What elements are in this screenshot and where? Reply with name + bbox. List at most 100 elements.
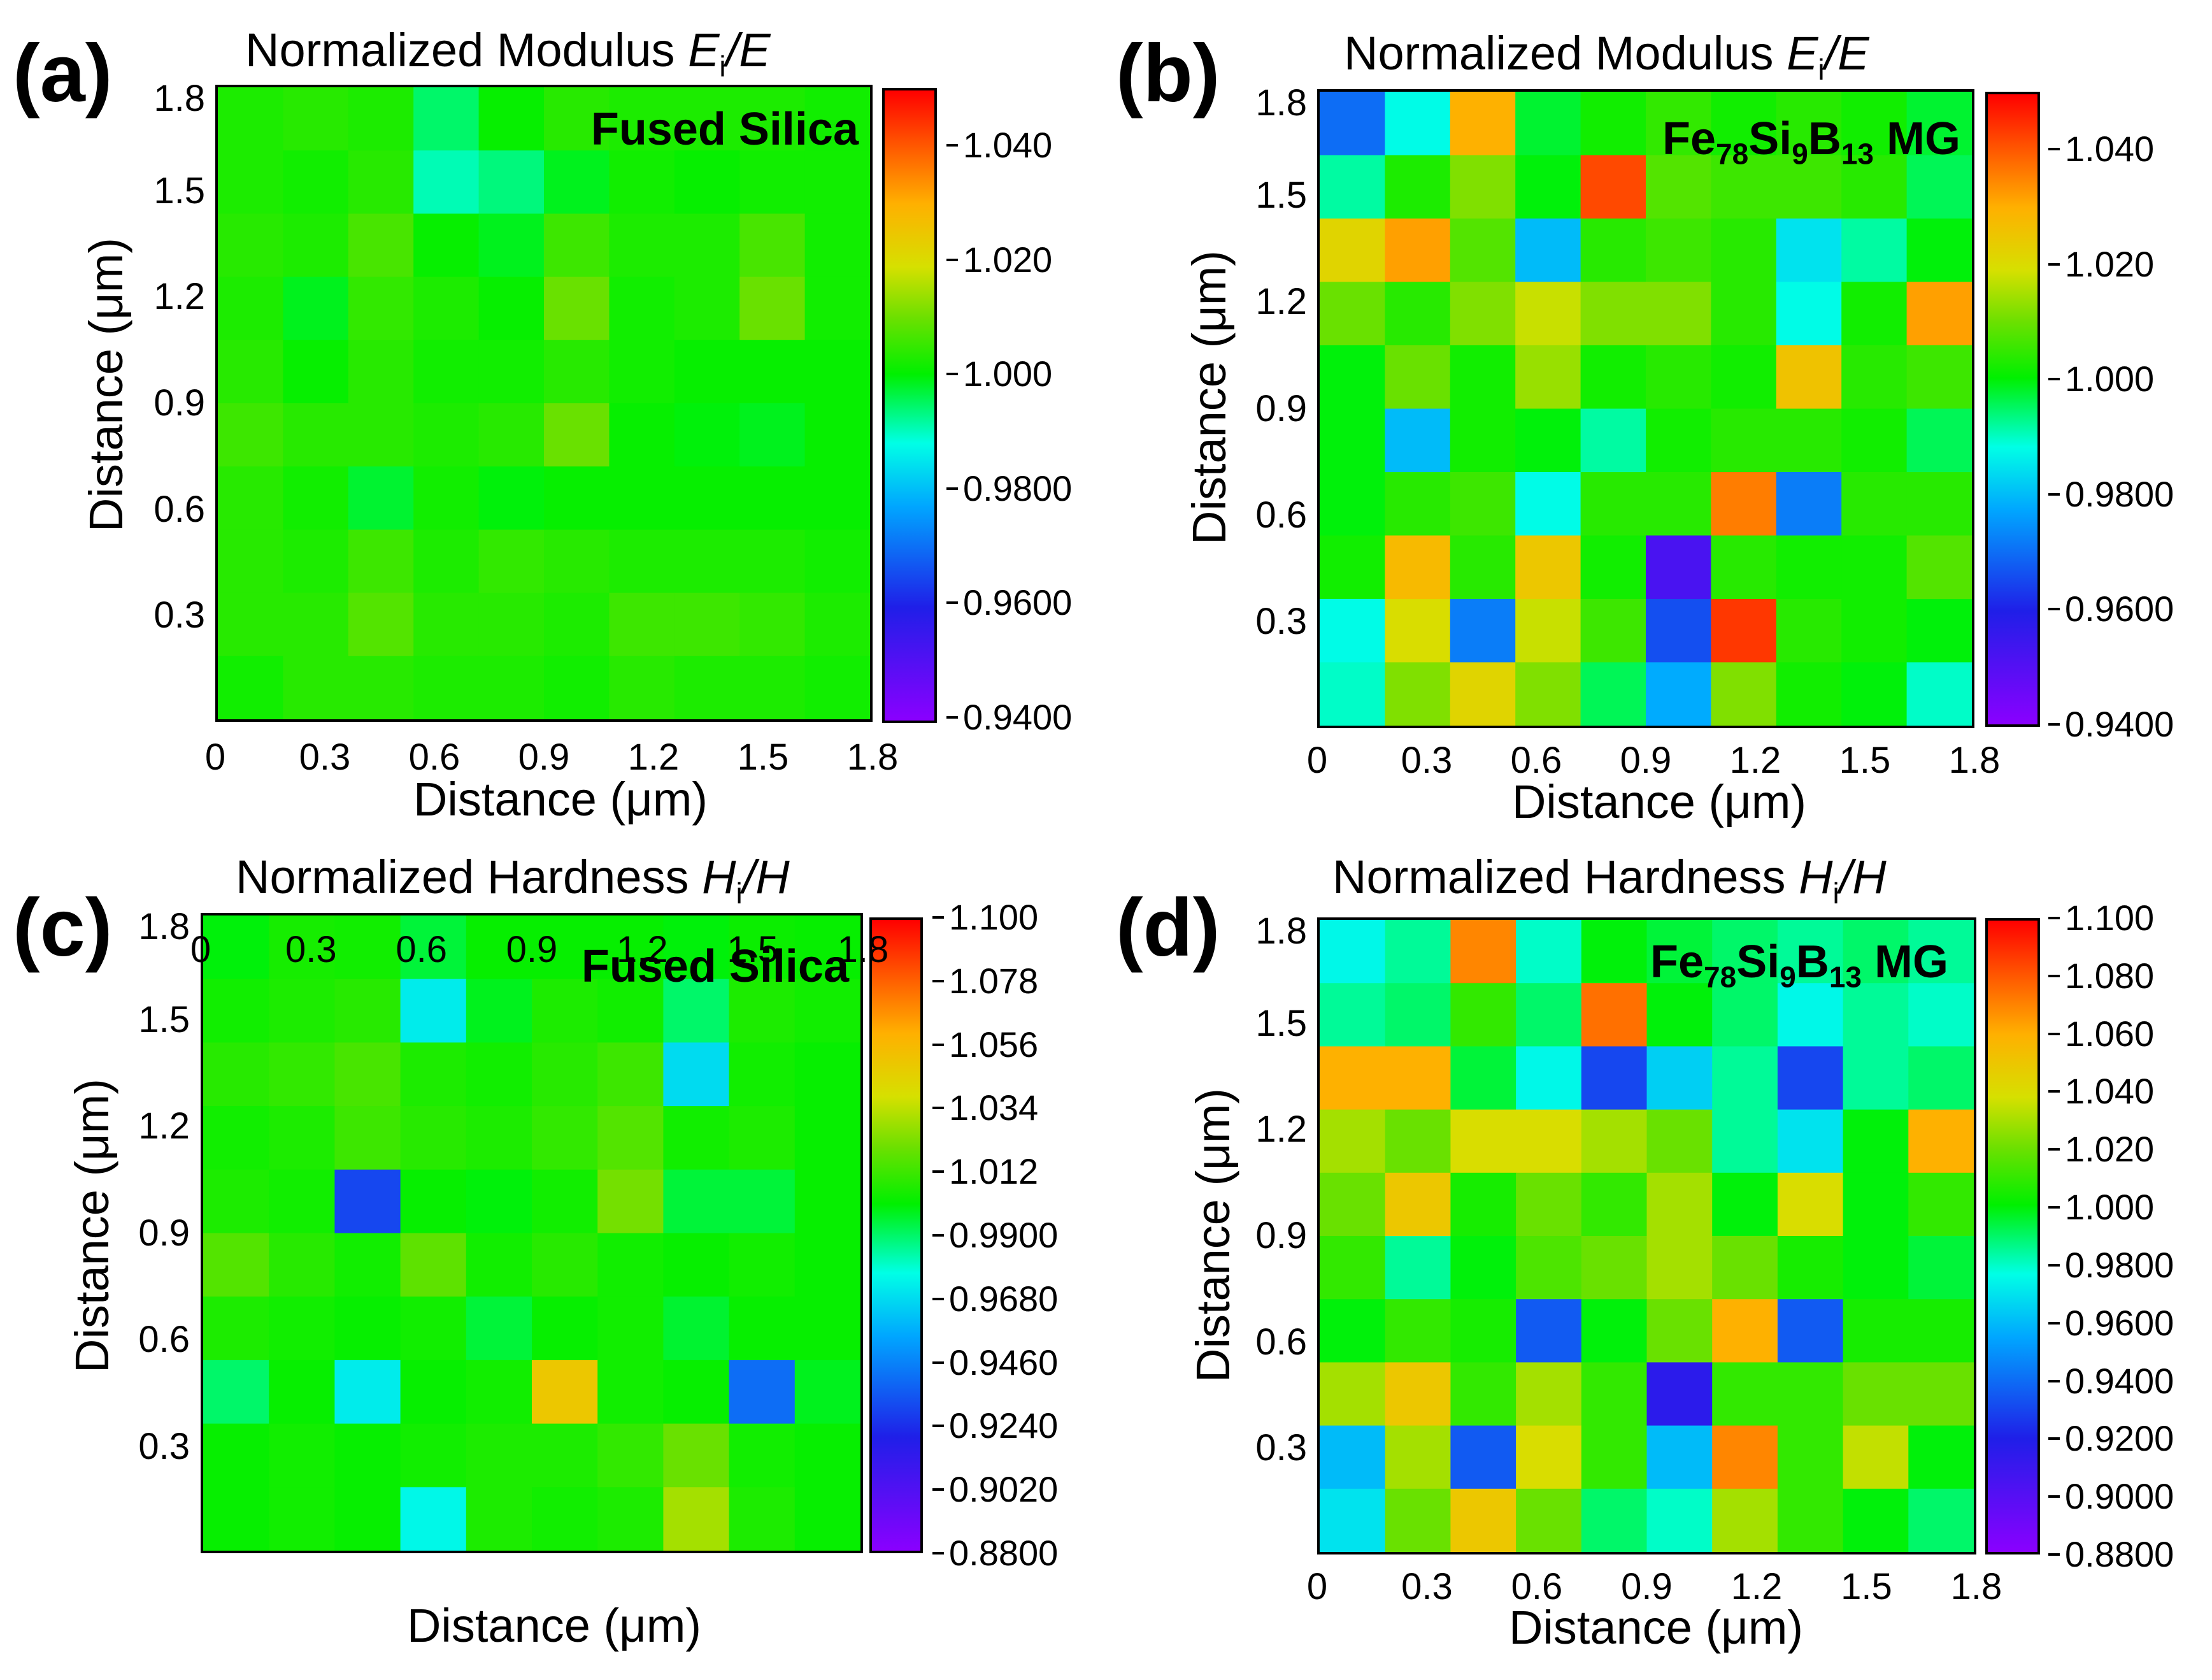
panel-b-ylabel: Distance (μm) bbox=[1183, 250, 1236, 545]
heatmap-cell bbox=[597, 1169, 664, 1234]
x-tick-label: 1.5 bbox=[737, 736, 789, 778]
heatmap-cell bbox=[218, 150, 284, 214]
heatmap-cell bbox=[597, 915, 664, 980]
colorbar-tick-mark bbox=[2048, 608, 2060, 611]
heatmap-cell bbox=[532, 915, 598, 980]
heatmap-cell bbox=[1646, 1109, 1713, 1174]
heatmap-cell bbox=[1320, 1172, 1386, 1237]
heatmap-cell bbox=[1777, 1488, 1844, 1552]
heatmap-cell bbox=[203, 979, 269, 1043]
colorbar-tick-label: 1.012 bbox=[949, 1151, 1039, 1192]
heatmap-cell bbox=[283, 340, 349, 404]
heatmap-cell bbox=[1450, 1362, 1516, 1426]
y-tick-label: 0.9 bbox=[1255, 1215, 1307, 1256]
panel-a-title-sub: i bbox=[719, 49, 726, 83]
heatmap-cell bbox=[1516, 1046, 1582, 1110]
colorbar-tick-mark bbox=[2048, 492, 2060, 496]
colorbar-tick-label: 1.078 bbox=[949, 960, 1039, 1001]
heatmap-cell bbox=[597, 979, 664, 1043]
heatmap-cell bbox=[1908, 1046, 1974, 1110]
colorbar-tick-mark bbox=[2048, 1090, 2060, 1093]
heatmap-cell bbox=[1385, 983, 1452, 1047]
panel-c-ylabel: Distance (μm) bbox=[66, 1078, 118, 1373]
heatmap-cell bbox=[609, 529, 675, 594]
panel-a-plot-area: Fused Silica bbox=[215, 85, 873, 722]
panel-a-title-tail: /E bbox=[725, 24, 771, 76]
heatmap-cell bbox=[1580, 92, 1646, 156]
heatmap-cell bbox=[663, 1233, 730, 1297]
heatmap-cell bbox=[1646, 1362, 1713, 1426]
panel-b-title: Normalized Modulus Ei/E bbox=[1344, 30, 1869, 84]
heatmap-cell bbox=[1906, 219, 1972, 283]
heatmap-cell bbox=[804, 529, 870, 594]
colorbar-tick-label: 0.9680 bbox=[949, 1278, 1059, 1319]
heatmap-cell bbox=[1385, 662, 1451, 726]
panel-a-sample-label: Fused Silica bbox=[590, 104, 859, 155]
panel-b-title-var: E bbox=[1787, 27, 1818, 80]
heatmap-cell bbox=[1711, 408, 1777, 473]
heatmap-cell bbox=[597, 1296, 664, 1361]
heatmap-cell bbox=[466, 1106, 532, 1170]
heatmap-cell bbox=[1515, 92, 1581, 156]
heatmap-cell bbox=[663, 1296, 730, 1361]
heatmap-cell bbox=[1712, 1046, 1778, 1110]
heatmap-cell bbox=[283, 213, 349, 278]
heatmap-cell bbox=[1580, 408, 1646, 473]
heatmap-cell bbox=[203, 1042, 269, 1107]
panel-a-heatmap bbox=[218, 87, 870, 719]
y-tick-label: 0.3 bbox=[153, 594, 205, 636]
heatmap-cell bbox=[1712, 1109, 1778, 1174]
heatmap-cell bbox=[1711, 472, 1777, 536]
heatmap-cell bbox=[334, 1169, 401, 1234]
colorbar-tick-label: 0.9900 bbox=[949, 1215, 1059, 1255]
heatmap-cell bbox=[1646, 408, 1712, 473]
heatmap-cell bbox=[794, 1423, 860, 1488]
heatmap-cell bbox=[794, 1106, 860, 1170]
x-tick-label: 0.6 bbox=[1511, 1566, 1563, 1607]
heatmap-cell bbox=[413, 213, 480, 278]
heatmap-cell bbox=[466, 1233, 532, 1297]
heatmap-cell bbox=[1515, 282, 1581, 346]
heatmap-cell bbox=[1841, 155, 1908, 219]
heatmap-cell bbox=[413, 529, 480, 594]
colorbar-tick-mark bbox=[932, 1488, 944, 1491]
colorbar-tick-mark bbox=[946, 716, 958, 719]
heatmap-cell bbox=[413, 466, 480, 530]
heatmap-cell bbox=[334, 1233, 401, 1297]
heatmap-cell bbox=[1385, 1236, 1452, 1300]
colorbar-tick-mark bbox=[932, 1234, 944, 1237]
colorbar-tick-mark bbox=[946, 601, 958, 605]
colorbar-tick-mark bbox=[932, 1425, 944, 1428]
panel-d-title-text: Normalized Hardness bbox=[1332, 851, 1799, 903]
heatmap-cell bbox=[1712, 1362, 1778, 1426]
colorbar-tick-label: 1.034 bbox=[949, 1088, 1039, 1128]
heatmap-cell bbox=[1516, 920, 1582, 984]
heatmap-cell bbox=[1320, 1109, 1386, 1174]
heatmap-cell bbox=[1646, 535, 1712, 599]
heatmap-cell bbox=[334, 1106, 401, 1170]
colorbar-tick-mark bbox=[932, 979, 944, 982]
colorbar-tick-label: 1.080 bbox=[2065, 955, 2155, 996]
heatmap-cell bbox=[1320, 599, 1386, 663]
colorbar-tick-label: 0.8800 bbox=[949, 1533, 1059, 1573]
panel-c-plot-area: Fused Silica bbox=[201, 913, 863, 1553]
panel-b-title-tail: /E bbox=[1824, 27, 1869, 80]
heatmap-cell bbox=[1385, 1046, 1452, 1110]
x-tick-label: 1.2 bbox=[1729, 740, 1781, 781]
heatmap-cell bbox=[1450, 1488, 1516, 1552]
heatmap-cell bbox=[663, 1360, 730, 1425]
y-tick-label: 0.6 bbox=[1255, 1321, 1307, 1363]
heatmap-cell bbox=[1906, 535, 1972, 599]
heatmap-cell bbox=[804, 276, 870, 341]
heatmap-cell bbox=[1385, 920, 1452, 984]
heatmap-cell bbox=[729, 1169, 796, 1234]
heatmap-cell bbox=[532, 1169, 598, 1234]
panel-d-plot-area: Fe78Si9B13 MG bbox=[1317, 917, 1976, 1554]
x-tick-label: 0 bbox=[190, 929, 211, 970]
heatmap-cell bbox=[609, 213, 675, 278]
heatmap-cell bbox=[1450, 662, 1516, 726]
panel-b-colorbar bbox=[1985, 92, 2040, 727]
heatmap-cell bbox=[1385, 1362, 1452, 1426]
heatmap-cell bbox=[1776, 219, 1842, 283]
heatmap-cell bbox=[1516, 1299, 1582, 1363]
